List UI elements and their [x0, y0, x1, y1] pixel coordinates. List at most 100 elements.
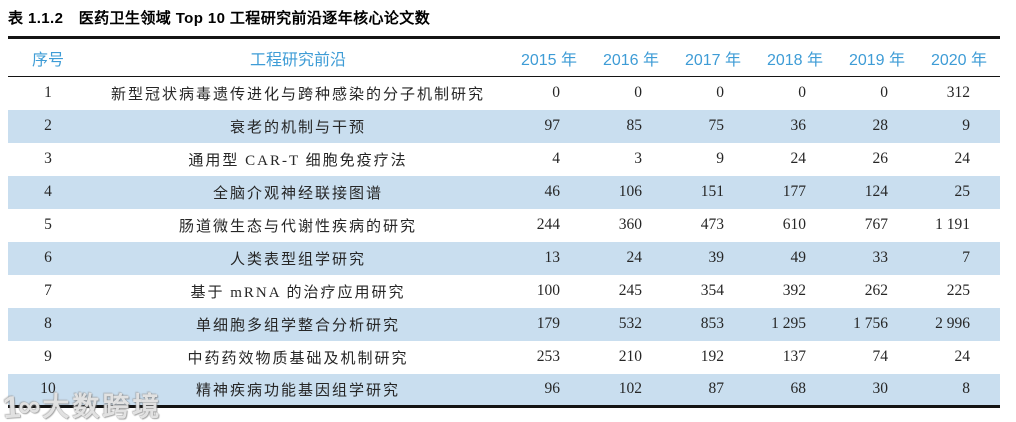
paper-count: 100	[536, 282, 560, 299]
paper-count: 210	[618, 348, 642, 365]
paper-count: 3	[634, 150, 642, 167]
paper-count: 354	[700, 282, 724, 299]
paper-count: 0	[880, 84, 888, 102]
paper-count: 1 191	[935, 216, 970, 233]
table-row: 7 基于 mRNA 的治疗应用研究 100 245 354 392 262 225	[8, 274, 1000, 308]
paper-count: 262	[864, 282, 888, 299]
paper-count: 245	[618, 282, 642, 299]
table-row: 8 单细胞多组学整合分析研究 179 532 853 1 295 1 756 2 996	[8, 307, 1000, 341]
paper-count: 179	[536, 315, 560, 332]
paper-count: 2 996	[935, 315, 970, 332]
paper-count: 610	[782, 216, 806, 233]
row-index: 1	[44, 84, 52, 102]
paper-count: 106	[618, 183, 642, 200]
paper-count: 4	[552, 150, 560, 167]
paper-count: 0	[552, 84, 560, 102]
research-front-name: 肠道微生态与代谢性疾病的研究	[178, 218, 417, 235]
paper-count: 8	[962, 380, 970, 398]
row-index: 8	[44, 315, 52, 332]
research-front-name: 新型冠状病毒遗传进化与跨种感染的分子机制研究	[110, 86, 485, 103]
paper-count: 39	[708, 249, 725, 266]
research-front-name: 基于 mRNA 的治疗应用研究	[190, 284, 406, 301]
paper-count: 28	[872, 117, 889, 134]
paper-count: 1 756	[853, 315, 888, 332]
col-header-index: 序号	[31, 51, 64, 69]
header-row: 序号 工程研究前沿 2015 年 2016 年 2017 年 2018 年 20…	[8, 37, 1000, 77]
paper-count: 25	[954, 183, 971, 200]
table-row: 6 人类表型组学研究 13 24 39 49 33 7	[8, 241, 1000, 275]
research-front-name: 人类表型组学研究	[229, 251, 366, 268]
col-header-2016: 2016 年	[602, 51, 660, 69]
paper-count: 853	[700, 315, 724, 332]
paper-count: 360	[618, 216, 642, 233]
table-row: 9 中药药效物质基础及机制研究 253 210 192 137 74 24	[8, 340, 1000, 374]
paper-count: 68	[790, 380, 807, 398]
paper-count: 225	[946, 282, 970, 299]
paper-count: 244	[536, 216, 560, 233]
paper-count: 49	[790, 249, 807, 266]
research-front-name: 精神疾病功能基因组学研究	[195, 382, 400, 399]
paper-count: 30	[872, 380, 889, 398]
row-index: 3	[44, 150, 52, 167]
row-index: 6	[44, 249, 52, 266]
research-front-name: 全脑介观神经联接图谱	[212, 185, 383, 202]
paper-count: 24	[954, 348, 971, 365]
table-row: 3 通用型 CAR-T 细胞免疫疗法 4 3 9 24 26 24	[8, 142, 1000, 176]
table-row: 10 精神疾病功能基因组学研究 96 102 87 68 30 8	[8, 373, 1000, 407]
paper-count: 85	[626, 117, 643, 134]
paper-count: 102	[618, 380, 642, 398]
paper-count: 532	[618, 315, 642, 332]
paper-count: 137	[782, 348, 806, 365]
paper-count: 24	[954, 150, 971, 167]
paper-count: 9	[716, 150, 724, 167]
research-front-name: 衰老的机制与干预	[229, 119, 366, 136]
row-index: 2	[44, 117, 52, 134]
paper-count: 253	[536, 348, 560, 365]
paper-count: 87	[708, 380, 725, 398]
paper-count: 9	[962, 117, 970, 134]
research-front-name: 通用型 CAR-T 细胞免疫疗法	[188, 152, 408, 169]
paper-count: 0	[634, 84, 642, 102]
paper-count: 7	[962, 249, 970, 266]
paper-count: 767	[864, 216, 888, 233]
paper-count: 392	[782, 282, 806, 299]
paper-count: 312	[946, 84, 970, 102]
research-front-name: 中药药效物质基础及机制研究	[187, 350, 409, 367]
research-front-name: 单细胞多组学整合分析研究	[195, 317, 400, 334]
paper-count: 1 295	[771, 315, 806, 332]
row-index: 5	[44, 216, 52, 233]
paper-count: 24	[790, 150, 807, 167]
row-index: 9	[44, 348, 52, 365]
paper-count: 0	[798, 84, 806, 102]
col-header-2020: 2020 年	[930, 51, 988, 69]
paper-count: 473	[700, 216, 724, 233]
paper-count: 97	[544, 117, 561, 134]
page-title: 表 1.1.2 医药卫生领域 Top 10 工程研究前沿逐年核心论文数	[8, 10, 431, 27]
paper-count: 124	[864, 183, 888, 200]
paper-count: 151	[700, 183, 724, 200]
paper-count: 177	[782, 183, 806, 200]
table-row: 1 新型冠状病毒遗传进化与跨种感染的分子机制研究 0 0 0 0 0 312	[8, 76, 1000, 110]
col-header-front: 工程研究前沿	[249, 51, 346, 69]
paper-count: 192	[700, 348, 724, 365]
paper-count: 96	[544, 380, 561, 398]
paper-count: 24	[626, 249, 643, 266]
row-index: 10	[40, 380, 56, 398]
paper-count: 75	[708, 117, 725, 134]
paper-count: 33	[872, 249, 889, 266]
col-header-2018: 2018 年	[766, 51, 824, 69]
paper-count: 26	[872, 150, 889, 167]
paper-count: 13	[544, 249, 561, 266]
row-index: 4	[44, 183, 52, 200]
paper-count: 46	[544, 183, 561, 200]
col-header-2017: 2017 年	[684, 51, 742, 69]
table-row: 5 肠道微生态与代谢性疾病的研究 244 360 473 610 767 1 191	[8, 208, 1000, 242]
table-row: 2 衰老的机制与干预 97 85 75 36 28 9	[8, 109, 1000, 143]
col-header-2015: 2015 年	[520, 51, 578, 69]
paper-count: 74	[872, 348, 889, 365]
papers-table: 序号 工程研究前沿 2015 年 2016 年 2017 年 2018 年 20…	[8, 36, 1000, 408]
paper-count: 36	[790, 117, 807, 134]
row-index: 7	[44, 282, 52, 299]
table-row: 4 全脑介观神经联接图谱 46 106 151 177 124 25	[8, 175, 1000, 209]
